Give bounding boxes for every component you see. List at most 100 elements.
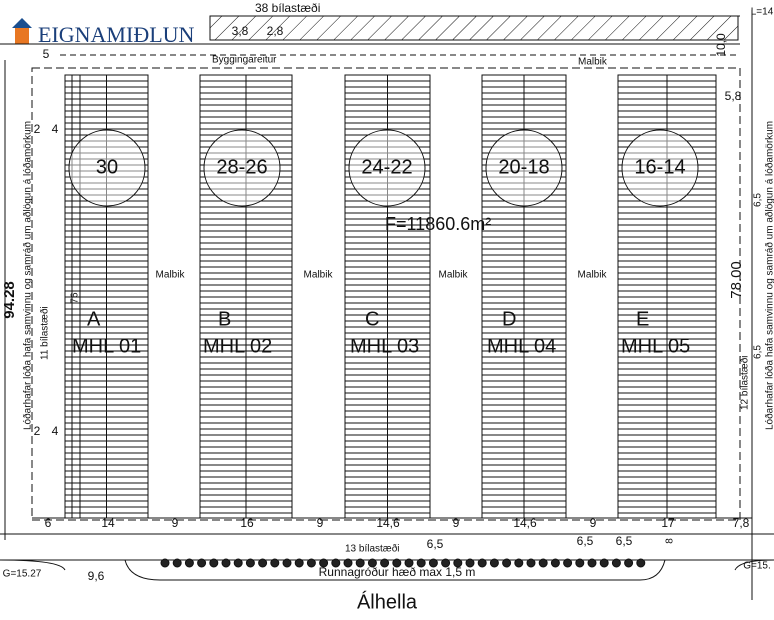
dimension: 4 (52, 424, 59, 438)
shrub (416, 558, 426, 568)
dimension: 9 (172, 516, 179, 530)
shrub (209, 558, 219, 568)
building-boundary (31, 67, 741, 521)
curve (0, 559, 66, 571)
building-letter: E (636, 308, 649, 330)
dimension: 9 (453, 516, 460, 530)
logo: EIGNAMIÐLUN (12, 18, 195, 47)
dimension: 78.00 (728, 261, 745, 299)
shrub (465, 558, 475, 568)
label: 38 bílastæði (255, 1, 320, 15)
shrub (294, 558, 304, 568)
shrub (392, 558, 402, 568)
shrub (282, 558, 292, 568)
shrub (233, 558, 243, 568)
note: Lóðarhafar lóða hafa samvinnu og samráð … (764, 121, 774, 430)
shrub (331, 558, 341, 568)
label: 12 bílastæði (739, 356, 751, 410)
paving-label: Malbik (304, 270, 334, 281)
note: Lóðarhafar lóða hafa samvinnu og samráð … (22, 121, 34, 430)
dimension: 7,8 (733, 516, 750, 530)
shrub (587, 558, 597, 568)
dimension: 5 (43, 47, 50, 61)
bottom-dimensions: 6 14 9 16 9 14,6 9 14,6 9 17 7,8 (32, 516, 752, 530)
dimension: 2 (34, 122, 41, 136)
dimension: 9,6 (88, 569, 105, 583)
shrub (563, 558, 573, 568)
unit-numbers: 30 (96, 156, 118, 178)
dimension: 6,5 (577, 534, 594, 548)
building-label: MHL 02 (203, 335, 272, 357)
shrub (477, 558, 487, 568)
unit-circle (485, 129, 563, 207)
shrub (538, 558, 548, 568)
dimension: L=14 (751, 7, 774, 18)
shrub (306, 558, 316, 568)
shrub (428, 558, 438, 568)
dimension: 2 (34, 424, 41, 438)
unit-numbers: 20-18 (498, 156, 549, 178)
hedge-outline (124, 559, 666, 581)
street: Álhella (357, 590, 418, 613)
dimension: 6,5 (616, 534, 633, 548)
building-label: MHL 03 (350, 335, 419, 357)
building-letter: A (87, 308, 101, 330)
label: 11 bílastæði (39, 306, 51, 360)
building-letter: B (218, 308, 231, 330)
shrub (221, 558, 231, 568)
hedge (160, 558, 646, 568)
area: F=11860.6m² (385, 214, 491, 234)
shrub (489, 558, 499, 568)
shrub (404, 558, 414, 568)
dimension: 2,8 (267, 24, 284, 38)
shrub (343, 558, 353, 568)
building-label: MHL 05 (621, 335, 690, 357)
shrub (550, 558, 560, 568)
building-letter: C (365, 308, 379, 330)
dimension: G=15. (743, 561, 771, 572)
shrub (624, 558, 634, 568)
unit-numbers: 28-26 (216, 156, 267, 178)
dimension: 94.28 (1, 281, 18, 319)
dimension: 4 (52, 122, 59, 136)
dimension: 5,8 (725, 89, 742, 103)
dimension: 14,6 (513, 516, 537, 530)
label: Malbik (578, 57, 608, 68)
dimension: 16 (240, 516, 254, 530)
building-letter: D (502, 308, 516, 330)
shrub (526, 558, 536, 568)
shrub (380, 558, 390, 568)
shrub (636, 558, 646, 568)
shrub (172, 558, 182, 568)
unit-circle (621, 129, 699, 207)
curve (734, 559, 774, 571)
shrub (355, 558, 365, 568)
dimension: 14,6 (376, 516, 400, 530)
shrub (441, 558, 451, 568)
dimension: 3,8 (232, 24, 249, 38)
dimension: 76 (70, 292, 81, 304)
paving-label: Malbik (439, 270, 469, 281)
dimension: 6,5 (427, 537, 444, 551)
dimension: 6,5 (753, 345, 764, 359)
dimension: 17 (661, 516, 675, 530)
shrub (599, 558, 609, 568)
paving-label: Malbik (578, 270, 608, 281)
unit-numbers: 24-22 (361, 156, 412, 178)
shrub (245, 558, 255, 568)
building-label: MHL 04 (487, 335, 556, 357)
dimension: 10,0 (714, 33, 728, 57)
label: 13 bílastæði (345, 543, 399, 555)
unit-circle (348, 129, 426, 207)
paving-label: Malbik (156, 270, 186, 281)
shrub (258, 558, 268, 568)
shrub (197, 558, 207, 568)
shrub (514, 558, 524, 568)
dimension: 6 (45, 516, 52, 530)
dimension: 9 (317, 516, 324, 530)
shrub (270, 558, 280, 568)
shrub (160, 558, 170, 568)
dimension: 9 (590, 516, 597, 530)
